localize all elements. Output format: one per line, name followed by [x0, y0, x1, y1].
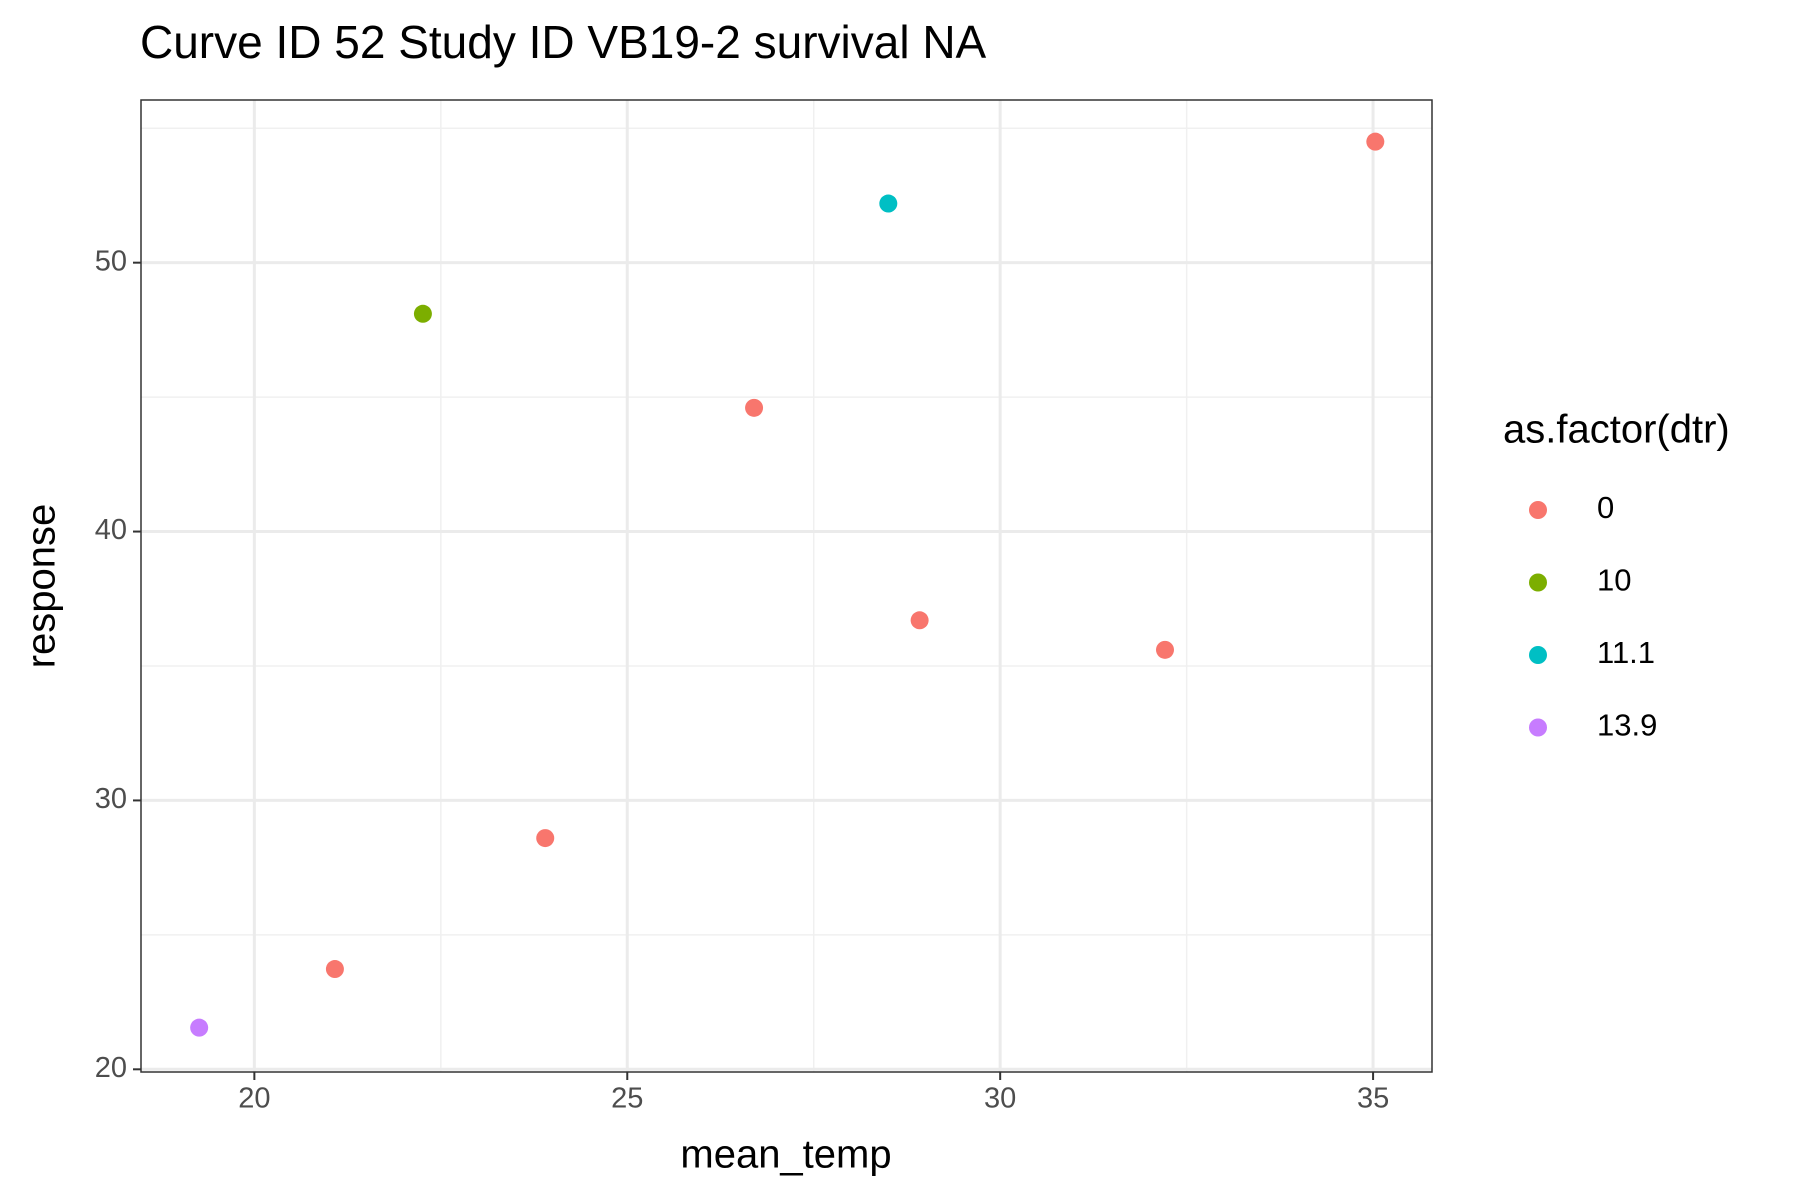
- point: [910, 611, 929, 630]
- x-axis-label: mean_temp: [680, 1133, 891, 1177]
- legend-label: 13.9: [1597, 708, 1657, 743]
- point: [325, 960, 344, 979]
- plot-border: [140, 99, 1433, 1073]
- point: [1155, 640, 1174, 659]
- point: [536, 829, 555, 848]
- legend-label: 0: [1597, 490, 1614, 525]
- legend-label: 11.1: [1597, 635, 1655, 670]
- y-tick-label: 20: [95, 1052, 127, 1084]
- legend-swatch: [1529, 573, 1547, 592]
- point: [879, 194, 898, 213]
- x-tick-label: 25: [611, 1083, 643, 1115]
- legend-swatch: [1529, 718, 1547, 737]
- x-tick-label: 20: [238, 1083, 270, 1115]
- point: [190, 1018, 209, 1037]
- point: [1366, 132, 1385, 151]
- y-axis-label: response: [20, 504, 64, 669]
- x-tick-label: 35: [1357, 1083, 1389, 1115]
- y-tick-label: 30: [95, 783, 127, 815]
- point: [745, 398, 764, 417]
- y-tick-label: 50: [95, 245, 127, 277]
- chart-title: Curve ID 52 Study ID VB19-2 survival NA: [140, 16, 987, 68]
- y-tick-label: 40: [95, 514, 127, 546]
- legend-title: as.factor(dtr): [1503, 408, 1730, 452]
- legend-swatch: [1529, 646, 1547, 664]
- legend-swatch: [1529, 501, 1547, 519]
- x-tick-label: 30: [984, 1083, 1016, 1115]
- point: [413, 304, 432, 323]
- legend-label: 10: [1597, 563, 1631, 598]
